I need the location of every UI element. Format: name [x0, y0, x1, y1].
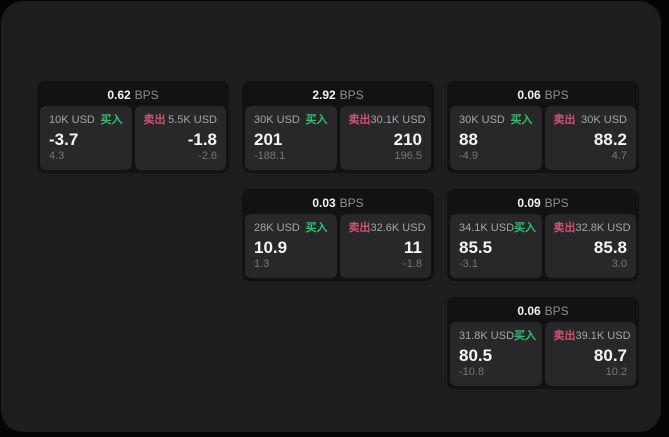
buy-size: 34.1K USD — [459, 222, 515, 234]
sell-size: 39.1K USD — [575, 330, 631, 342]
sell-price: 88.2 — [593, 130, 627, 149]
buy-pane[interactable]: 34.1K USD 买入 85.5 -3.1 — [450, 214, 542, 278]
bps-unit-label: BPS — [339, 196, 364, 210]
sell-size: 30K USD — [581, 114, 627, 126]
sell-sub-value: 196.5 — [394, 150, 422, 162]
bps-value: 0.06 — [517, 304, 541, 318]
buy-sub-value: 4.3 — [49, 150, 65, 162]
sell-size: 30.1K USD — [370, 114, 426, 126]
buy-size: 30K USD — [459, 114, 505, 126]
sell-side-label: 卖出 — [553, 222, 576, 234]
sell-side-label: 卖出 — [553, 330, 576, 342]
bps-value: 2.92 — [312, 88, 336, 102]
buy-sell-panes: 10K USD 买入 -3.7 4.3 卖出 5.5K USD -1.8 -2.… — [40, 106, 226, 170]
sell-side-label: 卖出 — [348, 114, 371, 126]
sell-price: -1.8 — [187, 130, 217, 149]
sell-sub-value: 10.2 — [605, 366, 627, 378]
sell-sub-value: -1.8 — [403, 258, 422, 270]
sell-price: 80.7 — [593, 346, 627, 365]
sell-price: 210 — [393, 130, 422, 149]
sell-size: 32.8K USD — [575, 222, 631, 234]
bps-value: 0.09 — [517, 196, 541, 210]
buy-sell-panes: 34.1K USD 买入 85.5 -3.1 卖出 32.8K USD 85.8… — [450, 214, 636, 278]
sell-side-label: 卖出 — [143, 114, 166, 126]
buy-side-label: 买入 — [510, 114, 533, 126]
buy-pane[interactable]: 31.8K USD 买入 80.5 -10.8 — [450, 322, 542, 386]
buy-sell-panes: 30K USD 买入 88 -4.9 卖出 30K USD 88.2 4.7 — [450, 106, 636, 170]
sell-sub-value: 4.7 — [611, 150, 627, 162]
buy-side-label: 买入 — [100, 114, 123, 126]
sell-side-label: 卖出 — [348, 222, 371, 234]
buy-price: 10.9 — [254, 238, 288, 257]
sell-pane[interactable]: 卖出 39.1K USD 80.7 10.2 — [544, 322, 636, 386]
bps-unit-label: BPS — [544, 196, 569, 210]
sell-price: 11 — [404, 238, 422, 257]
buy-size: 28K USD — [254, 222, 300, 234]
buy-side-label: 买入 — [305, 114, 328, 126]
buy-pane[interactable]: 30K USD 买入 201 -188.1 — [245, 106, 337, 170]
bps-unit-label: BPS — [134, 88, 159, 102]
bps-header: 0.09 BPS — [450, 192, 636, 214]
bps-header: 2.92 BPS — [245, 84, 431, 106]
sell-price: 85.8 — [593, 238, 627, 257]
buy-price: 80.5 — [459, 346, 493, 365]
buy-sell-panes: 31.8K USD 买入 80.5 -10.8 卖出 39.1K USD 80.… — [450, 322, 636, 386]
sell-pane[interactable]: 卖出 32.6K USD 11 -1.8 — [339, 214, 431, 278]
buy-side-label: 买入 — [514, 222, 537, 234]
buy-sub-value: -188.1 — [254, 150, 286, 162]
buy-size: 30K USD — [254, 114, 300, 126]
buy-price: 201 — [254, 130, 283, 149]
sell-sub-value: -2.6 — [198, 150, 217, 162]
buy-price: -3.7 — [49, 130, 79, 149]
bps-header: 0.06 BPS — [450, 84, 636, 106]
quote-card-grid: 0.62 BPS 10K USD 买入 -3.7 4.3 卖出 5.5K USD… — [37, 81, 639, 389]
sell-pane[interactable]: 卖出 5.5K USD -1.8 -2.6 — [134, 106, 226, 170]
quote-card[interactable]: 0.03 BPS 28K USD 买入 10.9 1.3 卖出 32.6K US… — [242, 189, 434, 281]
app-window: 0.62 BPS 10K USD 买入 -3.7 4.3 卖出 5.5K USD… — [1, 1, 661, 432]
buy-pane[interactable]: 28K USD 买入 10.9 1.3 — [245, 214, 337, 278]
buy-size: 31.8K USD — [459, 330, 515, 342]
quote-card[interactable]: 0.09 BPS 34.1K USD 买入 85.5 -3.1 卖出 32.8K… — [447, 189, 639, 281]
buy-side-label: 买入 — [305, 222, 328, 234]
bps-unit-label: BPS — [339, 88, 364, 102]
sell-pane[interactable]: 卖出 30K USD 88.2 4.7 — [544, 106, 636, 170]
bps-unit-label: BPS — [544, 304, 569, 318]
bps-value: 0.03 — [312, 196, 336, 210]
buy-sell-panes: 28K USD 买入 10.9 1.3 卖出 32.6K USD 11 -1.8 — [245, 214, 431, 278]
buy-sub-value: -4.9 — [459, 150, 478, 162]
buy-pane[interactable]: 10K USD 买入 -3.7 4.3 — [40, 106, 132, 170]
buy-sub-value: 1.3 — [254, 258, 270, 270]
sell-pane[interactable]: 卖出 30.1K USD 210 196.5 — [339, 106, 431, 170]
bps-header: 0.62 BPS — [40, 84, 226, 106]
buy-price: 88 — [459, 130, 478, 149]
quote-card[interactable]: 0.06 BPS 31.8K USD 买入 80.5 -10.8 卖出 39.1… — [447, 297, 639, 389]
sell-sub-value: 3.0 — [611, 258, 627, 270]
buy-sub-value: -3.1 — [459, 258, 478, 270]
sell-size: 32.6K USD — [370, 222, 426, 234]
bps-value: 0.62 — [107, 88, 131, 102]
bps-value: 0.06 — [517, 88, 541, 102]
buy-pane[interactable]: 30K USD 买入 88 -4.9 — [450, 106, 542, 170]
bps-unit-label: BPS — [544, 88, 569, 102]
buy-side-label: 买入 — [514, 330, 537, 342]
buy-sell-panes: 30K USD 买入 201 -188.1 卖出 30.1K USD 210 1… — [245, 106, 431, 170]
bps-header: 0.03 BPS — [245, 192, 431, 214]
quote-card[interactable]: 0.06 BPS 30K USD 买入 88 -4.9 卖出 30K USD 8… — [447, 81, 639, 173]
sell-side-label: 卖出 — [553, 114, 576, 126]
bps-header: 0.06 BPS — [450, 300, 636, 322]
quote-card[interactable]: 0.62 BPS 10K USD 买入 -3.7 4.3 卖出 5.5K USD… — [37, 81, 229, 173]
buy-sub-value: -10.8 — [459, 366, 485, 378]
buy-size: 10K USD — [49, 114, 95, 126]
quote-card[interactable]: 2.92 BPS 30K USD 买入 201 -188.1 卖出 30.1K … — [242, 81, 434, 173]
buy-price: 85.5 — [459, 238, 493, 257]
sell-pane[interactable]: 卖出 32.8K USD 85.8 3.0 — [544, 214, 636, 278]
sell-size: 5.5K USD — [168, 114, 217, 126]
